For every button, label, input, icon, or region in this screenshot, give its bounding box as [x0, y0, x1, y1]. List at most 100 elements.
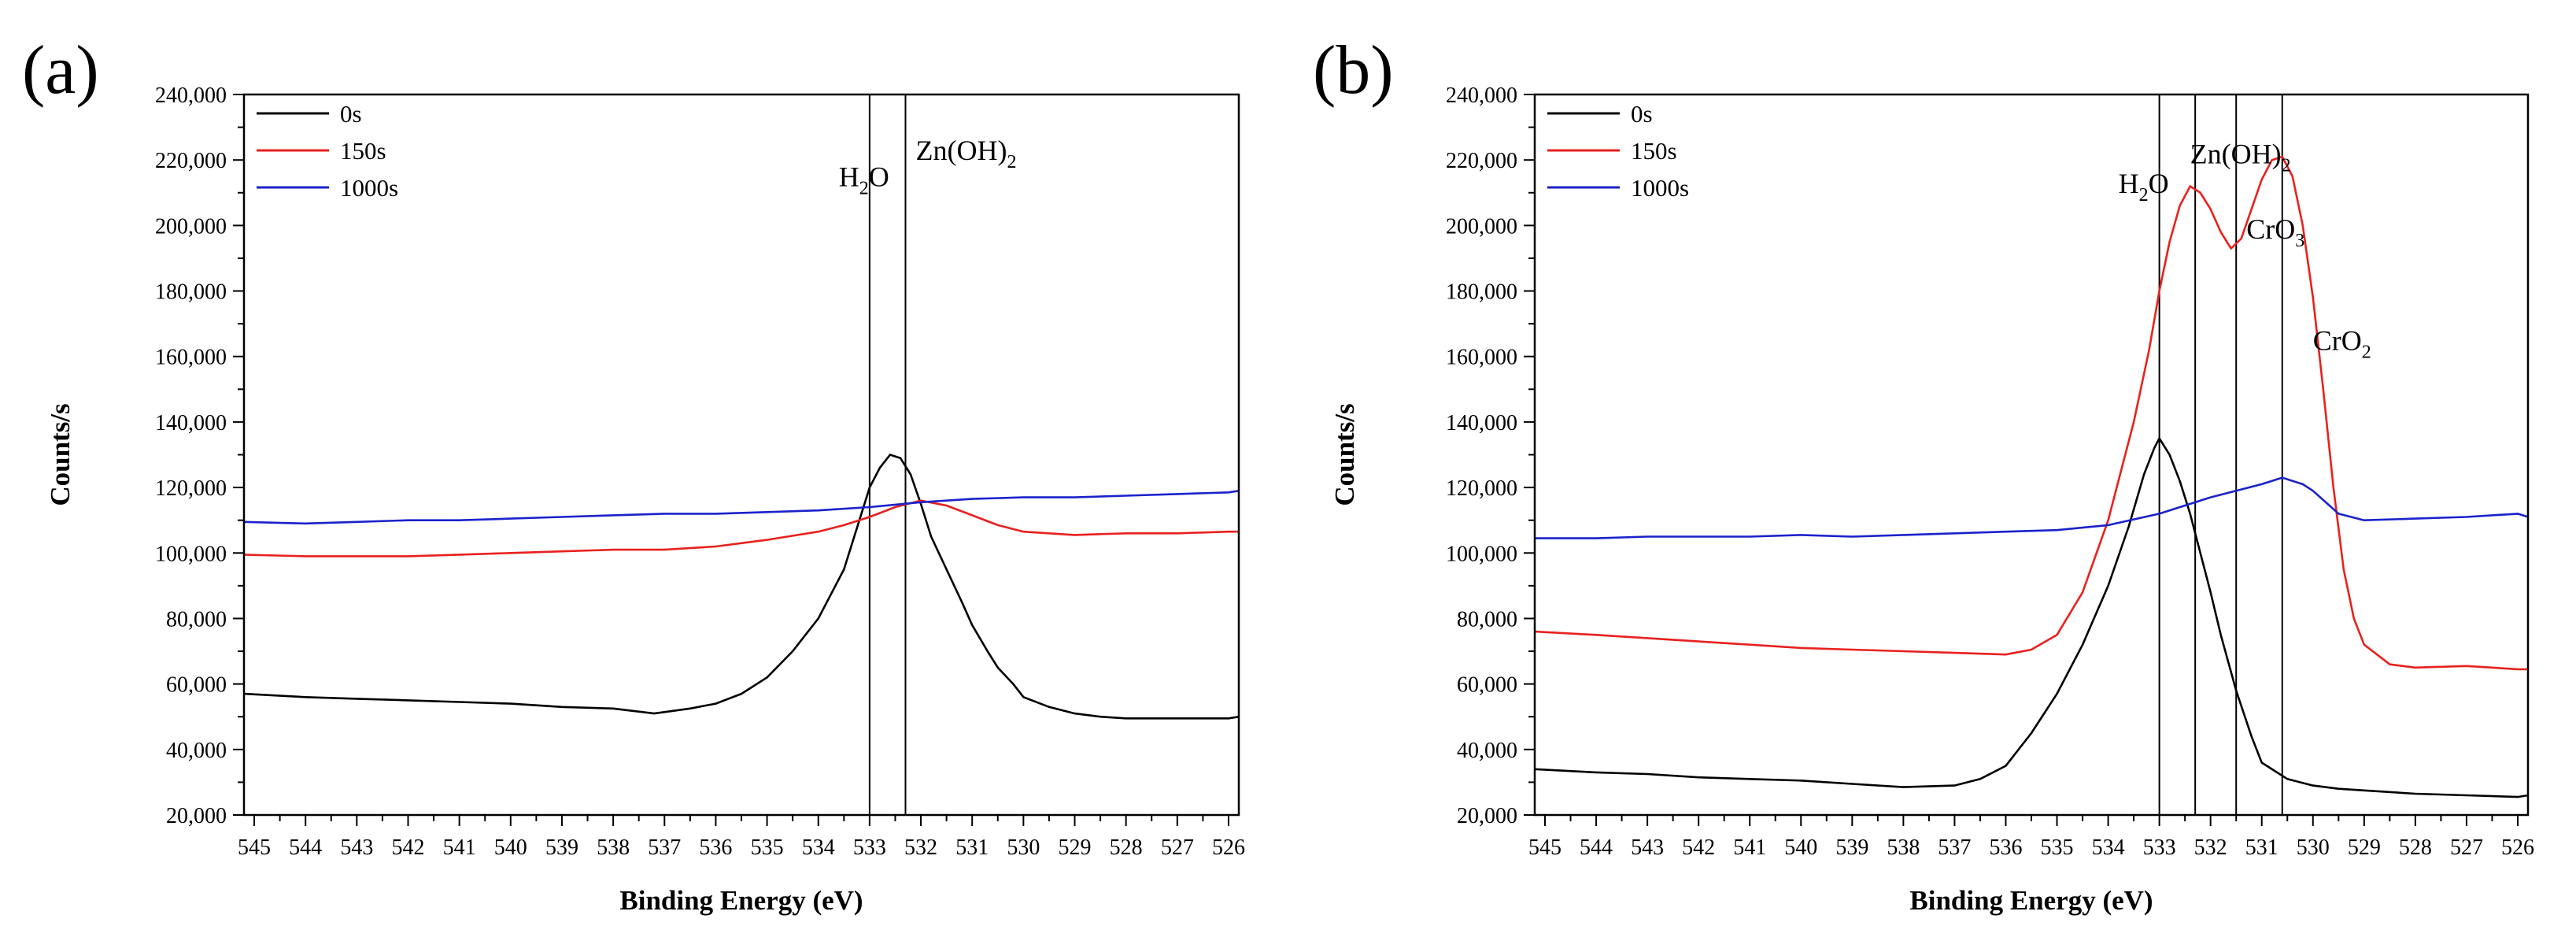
y-tick-label: 20,000 [1457, 804, 1517, 828]
x-tick-label: 533 [853, 835, 886, 860]
x-tick-label: 529 [1059, 835, 1092, 860]
x-tick-label: 529 [2348, 835, 2381, 860]
y-tick-label: 240,000 [1446, 83, 1517, 108]
y-tick-label: 20,000 [166, 804, 227, 828]
x-tick-label: 537 [648, 835, 681, 860]
annotation-subscript: 2 [859, 178, 869, 198]
x-tick-label: 526 [2501, 835, 2534, 860]
panel-label: (a) [22, 32, 99, 109]
y-tick-label: 100,000 [155, 542, 227, 566]
y-tick-label: 60,000 [1457, 673, 1517, 698]
annotation-subscript: 2 [2139, 185, 2149, 206]
legend-label: 0s [1631, 100, 1653, 128]
y-tick-label: 160,000 [155, 346, 227, 370]
x-axis-title: Binding Energy (eV) [1909, 885, 2153, 916]
x-tick-label: 539 [1835, 835, 1868, 860]
x-tick-label: 538 [597, 835, 630, 860]
x-tick-label: 526 [1212, 835, 1245, 860]
x-tick-label: 532 [904, 835, 937, 860]
x-tick-label: 541 [443, 835, 476, 860]
y-tick-label: 60,000 [166, 673, 227, 698]
x-tick-label: 535 [2041, 835, 2074, 860]
peak-annotation: Zn(OH)2 [2190, 138, 2291, 176]
x-tick-label: 533 [2143, 835, 2176, 860]
y-axis-title: Counts/s [45, 403, 76, 506]
series-line-150s [243, 499, 1239, 557]
x-tick-label: 540 [1784, 835, 1817, 860]
y-tick-label: 120,000 [155, 476, 227, 501]
x-tick-label: 539 [545, 835, 578, 860]
annotation-main: H [2119, 168, 2139, 199]
y-tick-label: 180,000 [155, 280, 227, 305]
x-tick-label: 537 [1938, 835, 1971, 860]
x-tick-label: 528 [1110, 835, 1143, 860]
x-tick-label: 545 [1528, 835, 1561, 860]
annotation-subscript: 2 [2282, 155, 2291, 176]
annotation-subscript: 2 [1007, 152, 1016, 172]
x-tick-label: 540 [494, 835, 527, 860]
panel-b: (b) 20,000 40,000 60,000 80,000 100,000 120,00… [1313, 32, 2534, 916]
y-tick-label: 100,000 [1446, 542, 1517, 566]
x-tick-label: 542 [1682, 835, 1715, 860]
peak-annotation: Zn(OH)2 [916, 135, 1017, 172]
x-tick-label: 534 [802, 835, 835, 860]
x-tick-label: 544 [289, 835, 322, 860]
peak-annotation: H2O [839, 161, 889, 198]
x-tick-label: 531 [2245, 835, 2278, 860]
x-tick-label: 535 [751, 835, 784, 860]
plot-frame [242, 93, 1240, 817]
y-tick-label: 220,000 [155, 149, 227, 173]
y-tick-label: 80,000 [1457, 607, 1517, 632]
annotation-subscript: 3 [2295, 231, 2304, 251]
series-line-0s [1534, 437, 2529, 798]
y-tick-label: 160,000 [1446, 346, 1517, 370]
annotation-tail: O [869, 161, 889, 192]
y-tick-label: 140,000 [1446, 411, 1517, 435]
y-axis-title: Counts/s [1329, 403, 1360, 506]
x-tick-label: 527 [2450, 835, 2483, 860]
panel-a: (a) 20,000 40,000 60,000 80,000 100,000 120,00… [22, 32, 1245, 916]
y-tick-label: 240,000 [155, 83, 227, 108]
x-tick-label: 541 [1733, 835, 1766, 860]
legend-label: 150s [1631, 137, 1677, 165]
x-tick-label: 530 [1007, 835, 1040, 860]
y-tick-label: 120,000 [1446, 476, 1517, 501]
y-tick-label: 80,000 [166, 607, 227, 632]
y-tick-label: 220,000 [1446, 149, 1517, 173]
y-tick-label: 180,000 [1446, 280, 1517, 305]
annotation-main: CrO [2313, 324, 2362, 356]
y-tick-label: 200,000 [1446, 214, 1517, 239]
peak-annotation: H2O [2119, 168, 2169, 206]
x-tick-label: 531 [955, 835, 989, 860]
x-tick-label: 534 [2092, 835, 2125, 860]
plot-frame [1533, 93, 2530, 817]
x-tick-label: 543 [340, 835, 373, 860]
series-line-1000s [1535, 476, 2529, 539]
annotation-main: Zn(OH) [916, 135, 1007, 166]
series-line-150s [1534, 155, 2528, 671]
x-tick-label: 528 [2399, 835, 2432, 860]
legend-label: 0s [340, 100, 362, 128]
annotation-main: H [839, 161, 859, 192]
y-tick-label: 200,000 [155, 214, 227, 239]
peak-annotation: CrO2 [2313, 324, 2371, 362]
peak-annotation: CrO3 [2246, 213, 2304, 251]
x-axis-title: Binding Energy (eV) [619, 885, 863, 916]
series-line-0s [243, 454, 1240, 720]
y-tick-label: 40,000 [166, 739, 227, 763]
annotation-main: Zn(OH) [2190, 138, 2282, 169]
x-tick-label: 538 [1887, 835, 1920, 860]
x-tick-label: 532 [2194, 835, 2227, 860]
x-tick-label: 543 [1631, 835, 1664, 860]
annotation-subscript: 2 [2362, 342, 2371, 362]
panel-label: (b) [1313, 32, 1394, 109]
x-tick-label: 544 [1580, 835, 1613, 860]
legend-label: 150s [340, 137, 386, 165]
x-tick-label: 530 [2297, 835, 2330, 860]
x-tick-label: 527 [1161, 835, 1194, 860]
legend-label: 1000s [1631, 174, 1689, 202]
y-tick-label: 140,000 [155, 411, 227, 435]
legend-label: 1000s [340, 174, 398, 202]
annotation-tail: O [2149, 168, 2169, 199]
